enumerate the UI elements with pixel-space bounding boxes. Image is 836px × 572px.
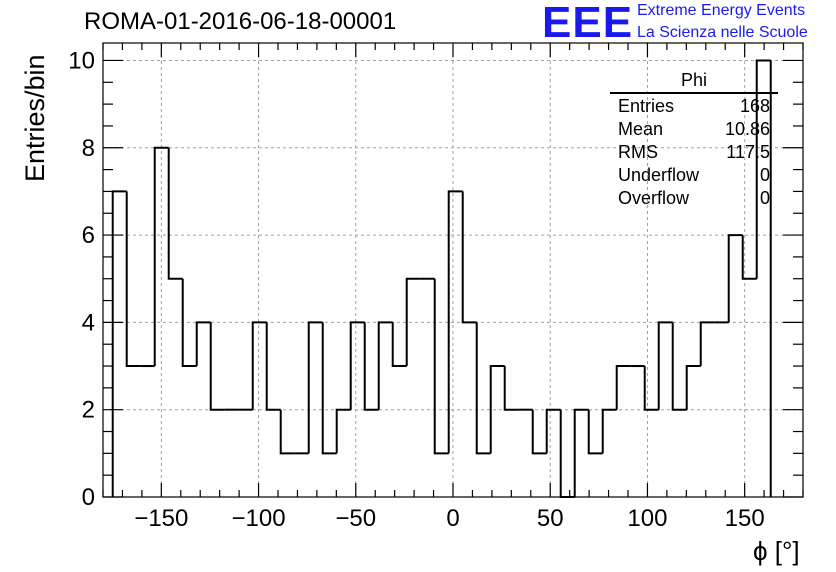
stats-row: Underflow 0 <box>610 164 778 187</box>
stats-value: 117.5 <box>726 142 770 162</box>
histogram-bin <box>167 147 183 280</box>
histogram-bin <box>125 191 141 368</box>
stats-value: 10.86 <box>724 119 770 139</box>
stats-value: 168 <box>739 96 770 116</box>
histogram-bin <box>475 322 491 455</box>
x-tick-label: −150 <box>134 505 188 532</box>
histogram-bin <box>433 278 449 455</box>
histogram-bin <box>279 409 295 455</box>
histogram-bin <box>657 321 673 410</box>
histogram-bin <box>643 366 659 411</box>
histogram-bin <box>335 408 351 454</box>
stats-title: Phi <box>610 70 778 94</box>
histogram-bin <box>503 366 519 411</box>
stats-row: RMS 117.5 <box>610 141 778 164</box>
histogram-bin <box>111 190 127 497</box>
x-tick-label: 100 <box>627 505 667 532</box>
logo-line-1: Extreme Energy Events <box>637 2 806 19</box>
histogram-bin <box>699 321 715 367</box>
x-tick-label: 150 <box>725 505 765 532</box>
stats-value: 0 <box>759 188 770 208</box>
histogram-bin <box>195 321 211 367</box>
logo-line-2: La Scienza nelle Scuole <box>637 24 808 41</box>
y-tick-label: 6 <box>82 222 95 249</box>
x-tick-label: −100 <box>232 505 286 532</box>
stats-label: RMS <box>618 142 658 162</box>
stats-label: Underflow <box>618 165 700 185</box>
run-title: ROMA-01-2016-06-18-00001 <box>84 8 397 35</box>
histogram-bin <box>531 409 547 455</box>
histogram-bin <box>321 322 337 455</box>
stats-box: Phi Entries 168 Mean 10.86 RMS 117.5 Und… <box>610 70 778 210</box>
y-tick-label: 4 <box>82 309 95 336</box>
y-tick-label: 2 <box>82 397 95 424</box>
histogram-bin <box>615 365 631 410</box>
stats-value: 0 <box>759 165 770 185</box>
x-axis-label: ϕ [°] <box>753 536 800 566</box>
histogram-bin <box>741 235 757 280</box>
histogram-bin <box>181 278 197 368</box>
histogram-bin <box>489 365 505 454</box>
x-tick-label: 50 <box>537 505 564 532</box>
histogram-bin <box>545 408 561 454</box>
stats-label: Mean <box>618 119 664 139</box>
histogram-bin <box>587 409 603 455</box>
histogram-bin <box>573 408 589 497</box>
y-axis-label: Entries/bin <box>20 54 50 182</box>
stats-label: Entries <box>618 96 675 116</box>
y-tick-label: 10 <box>68 47 95 74</box>
histogram-bin <box>671 322 687 411</box>
histogram-bin <box>755 59 771 279</box>
histogram-bin <box>209 322 225 411</box>
histogram-bin <box>265 322 281 411</box>
histogram-bin <box>447 190 463 454</box>
histogram-bin <box>461 191 477 324</box>
histogram-bin <box>727 234 743 323</box>
histogram-bin <box>153 146 169 367</box>
histogram-bin <box>405 277 421 367</box>
axes-frame: −150 −100 −50 0 50 100 150 0 2 4 6 8 10 <box>68 42 804 532</box>
x-tick-label: 0 <box>446 505 459 532</box>
stats-row: Entries 168 <box>610 95 778 118</box>
eee-logo: EEE <box>542 0 634 47</box>
stats-row: Mean 10.86 <box>610 118 778 141</box>
histogram-bin <box>251 321 267 410</box>
y-tick-label: 8 <box>82 135 95 162</box>
histogram-bin <box>601 408 617 454</box>
histogram-bin <box>685 365 701 410</box>
x-tick-label: −50 <box>335 505 376 532</box>
histogram-bin <box>559 409 575 498</box>
histogram-bin <box>307 321 323 454</box>
histogram-bin <box>377 321 393 410</box>
histogram-bin <box>391 322 407 368</box>
stats-label: Overflow <box>618 188 690 208</box>
histogram-bin <box>363 322 379 411</box>
y-tick-label: 0 <box>82 484 95 511</box>
histogram-bins <box>111 59 772 498</box>
stats-row: Overflow 0 <box>610 187 778 210</box>
histogram-bin <box>349 321 365 410</box>
